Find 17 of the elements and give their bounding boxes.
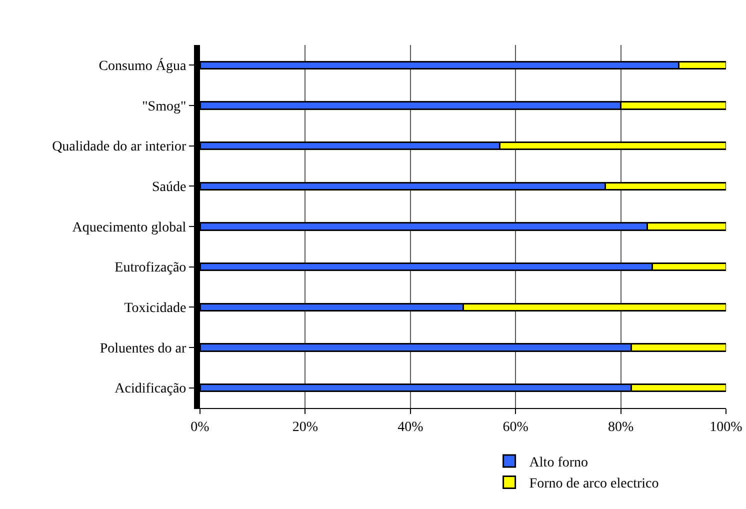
y-tick-label: Saúde bbox=[152, 180, 186, 196]
y-tick-label: "Smog" bbox=[142, 99, 186, 114]
x-tick-label: 60% bbox=[502, 420, 529, 435]
y-tick-label: Consumo Água bbox=[98, 57, 187, 74]
legend-label: Alto forno bbox=[529, 455, 588, 470]
y-tick-label: Eutrofização bbox=[114, 260, 186, 276]
x-tick-label: 0% bbox=[190, 420, 210, 435]
x-tick-label: 40% bbox=[398, 420, 424, 435]
y-tick-label: Toxicidade bbox=[124, 301, 186, 316]
y-tick-label: Poluentes do ar bbox=[100, 341, 187, 356]
x-tick-label: 20% bbox=[292, 420, 318, 435]
x-tick-label: 100% bbox=[710, 420, 743, 435]
x-tick-label: 80% bbox=[608, 420, 634, 435]
y-tick-label: Acidificação bbox=[114, 382, 186, 397]
legend-label: Forno de arco electrico bbox=[529, 476, 659, 492]
y-tick-label: Qualidade do ar interior bbox=[52, 140, 187, 155]
y-tick-label: Aquecimento global bbox=[72, 220, 186, 236]
